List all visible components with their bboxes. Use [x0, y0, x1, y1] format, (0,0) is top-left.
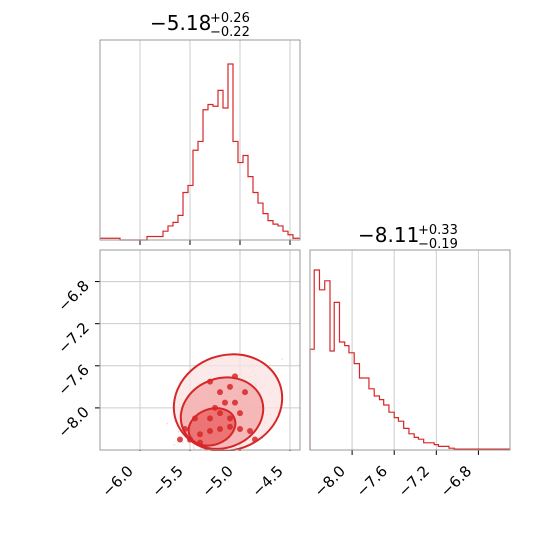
tick-label-right-3: −6.8: [437, 462, 475, 500]
core-point-12: [212, 404, 218, 411]
title-y-plus: +0.33: [418, 223, 458, 238]
title-x: −5.18 +0.26 −0.22: [150, 11, 250, 40]
core-point-1: [197, 431, 203, 438]
core-point-7: [192, 415, 198, 422]
title-x-median: −5.18: [150, 11, 211, 35]
tick-label-joint-y-0: −6.8: [54, 277, 92, 315]
core-point-9: [217, 410, 223, 417]
title-x-plus: +0.26: [210, 11, 250, 26]
core-point-14: [232, 399, 238, 406]
tick-label-right-1: −7.6: [353, 462, 391, 500]
core-point-18: [207, 378, 213, 385]
core-point-2: [207, 428, 213, 435]
core-point-23: [252, 436, 258, 443]
tick-label-joint-x-3: −4.5: [248, 462, 286, 500]
tick-label-joint-x-1: −5.5: [148, 462, 186, 500]
core-point-8: [207, 415, 213, 422]
marginal-histogram-x: [99, 39, 301, 245]
tick-label-joint-y-3: −8.0: [54, 403, 92, 441]
core-point-21: [197, 439, 203, 446]
tick-label-joint-y-2: −7.6: [54, 361, 92, 399]
core-point-16: [227, 383, 233, 390]
marginal-histogram-y: −8.0 −7.6 −7.2 −6.8: [309, 249, 511, 501]
frame-joint: [99, 249, 301, 451]
core-point-5: [237, 425, 243, 432]
core-point-11: [237, 410, 243, 417]
scatter-point: [193, 447, 195, 450]
title-y: −8.11 +0.33 −0.19: [358, 223, 458, 252]
core-point-6: [247, 428, 253, 435]
tick-label-joint-x-2: −5.0: [198, 462, 236, 500]
title-y-median: −8.11: [358, 223, 419, 247]
histogram-y-step: [309, 269, 510, 450]
scatter-point: [181, 441, 184, 444]
core-point-17: [232, 373, 238, 380]
core-point-4: [227, 423, 233, 430]
frame-right: [309, 249, 511, 451]
title-x-minus: −0.22: [210, 25, 250, 40]
tick-label-joint-x-0: −6.0: [98, 462, 136, 500]
scatter-point: [166, 422, 169, 425]
core-point-20: [187, 436, 193, 443]
core-point-15: [217, 389, 223, 396]
histogram-x-step: [100, 63, 300, 241]
scatter-point: [177, 430, 180, 433]
core-point-13: [222, 399, 228, 406]
scatter-point: [173, 443, 176, 446]
scatter-point: [281, 358, 283, 361]
core-point-22: [177, 436, 183, 443]
tick-label-joint-y-1: −7.2: [54, 319, 92, 357]
title-y-minus: −0.19: [418, 237, 458, 252]
tick-label-right-0: −8.0: [310, 462, 348, 500]
joint-scatter-panel: −6.0 −5.5 −5.0 −4.5 −6.8 −7.2 −7.6 −8.0: [54, 249, 340, 501]
tick-label-right-2: −7.2: [395, 462, 433, 500]
core-point-0: [182, 425, 188, 432]
core-point-10: [227, 415, 233, 422]
scatter-point: [192, 444, 195, 447]
clip-mask: [60, 451, 340, 456]
core-point-19: [242, 389, 248, 396]
frame-top: [99, 39, 301, 241]
core-point-3: [217, 425, 223, 432]
